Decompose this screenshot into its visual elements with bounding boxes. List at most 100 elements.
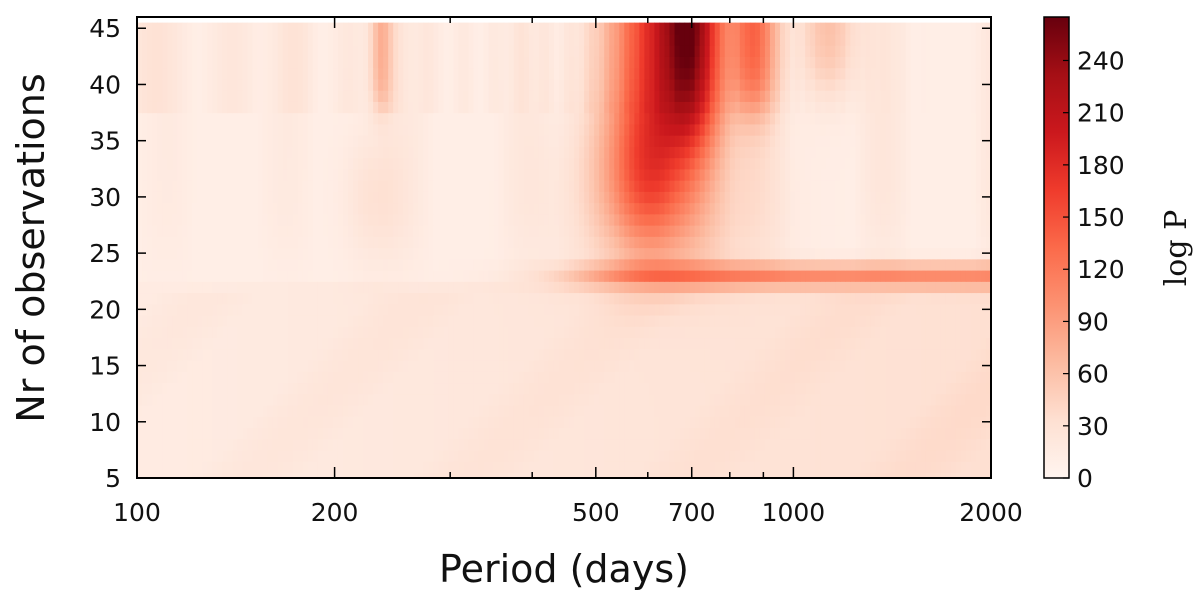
heat-cell xyxy=(774,281,781,294)
heat-cell xyxy=(754,191,761,204)
heat-cell xyxy=(182,461,188,473)
heat-cell xyxy=(569,157,575,170)
heat-cell xyxy=(860,404,867,417)
heat-cell xyxy=(368,180,374,192)
heat-cell xyxy=(523,427,530,440)
heat-cell xyxy=(780,382,786,395)
heat-cell xyxy=(272,449,279,462)
heat-cell xyxy=(945,314,952,327)
heat-cell xyxy=(202,416,208,428)
heat-cell xyxy=(508,191,515,204)
heat-cell xyxy=(920,191,927,204)
heat-cell xyxy=(845,269,851,282)
heat-cell xyxy=(523,416,530,428)
heat-cell xyxy=(719,247,726,260)
heat-cell xyxy=(418,382,424,395)
heat-cell xyxy=(830,213,836,226)
heat-cell xyxy=(574,168,580,181)
heat-cell xyxy=(935,168,942,181)
heat-cell xyxy=(985,236,991,249)
heat-cell xyxy=(503,359,510,372)
heat-cell xyxy=(629,404,635,417)
heat-cell xyxy=(242,416,249,428)
heat-cell xyxy=(900,438,907,451)
heat-cell xyxy=(267,359,274,372)
heat-cell xyxy=(830,393,836,406)
heat-cell xyxy=(624,416,630,428)
heat-cell xyxy=(453,168,460,181)
heat-cell xyxy=(785,461,791,473)
heat-cell xyxy=(332,225,339,237)
heat-cell xyxy=(237,461,244,473)
heat-cell xyxy=(855,449,861,462)
heat-cell xyxy=(659,303,666,316)
heat-cell xyxy=(975,348,982,361)
heat-cell xyxy=(237,438,244,451)
heat-cell xyxy=(679,258,686,271)
heat-cell xyxy=(443,269,450,282)
heat-cell xyxy=(528,191,535,204)
heat-cell xyxy=(785,337,791,350)
heat-cell xyxy=(614,461,620,473)
heat-cell xyxy=(363,416,369,428)
heat-cell xyxy=(880,438,887,451)
heat-cell xyxy=(850,180,856,192)
heat-cell xyxy=(749,382,756,395)
heat-cell xyxy=(373,326,379,339)
heat-cell xyxy=(870,427,877,440)
heat-cell xyxy=(950,225,957,237)
heat-cell xyxy=(564,461,570,473)
heat-cell xyxy=(875,225,882,237)
heat-cell xyxy=(488,359,495,372)
heat-cell xyxy=(965,258,972,271)
heat-cell xyxy=(885,427,892,440)
heat-cell xyxy=(764,191,771,204)
heat-cell xyxy=(880,326,887,339)
heat-cell xyxy=(970,449,977,462)
heat-cell xyxy=(830,348,836,361)
heat-cell xyxy=(518,292,525,305)
heat-cell xyxy=(137,427,143,440)
heat-cell xyxy=(664,225,671,237)
heat-cell xyxy=(508,269,515,282)
heat-cell xyxy=(147,438,153,451)
heat-cell xyxy=(433,180,440,192)
heat-cell xyxy=(237,292,244,305)
heat-cell xyxy=(950,371,957,384)
heat-cell xyxy=(322,269,329,282)
heat-cell xyxy=(257,168,264,181)
heat-cell xyxy=(734,404,741,417)
heat-cell xyxy=(724,314,731,327)
heat-cell xyxy=(870,168,877,181)
heat-cell xyxy=(820,258,826,271)
heat-cell xyxy=(965,359,972,372)
heat-cell xyxy=(533,337,540,350)
heat-cell xyxy=(353,371,359,384)
heat-cell xyxy=(639,438,645,451)
heat-cell xyxy=(980,472,987,478)
heat-cell xyxy=(292,438,299,451)
heat-cell xyxy=(147,236,153,249)
heat-cell xyxy=(383,157,389,170)
heat-cell xyxy=(423,157,429,170)
heat-cell xyxy=(780,427,786,440)
heat-cell xyxy=(689,258,696,271)
heat-cell xyxy=(764,461,771,473)
heat-cell xyxy=(790,213,796,226)
heat-cell xyxy=(654,303,661,316)
heat-cell xyxy=(167,258,173,271)
heat-cell xyxy=(569,202,575,215)
heat-cell xyxy=(558,292,565,305)
heat-cell xyxy=(960,416,967,428)
heat-cell xyxy=(257,180,264,192)
heat-cell xyxy=(543,359,550,372)
heat-cell xyxy=(790,180,796,192)
heat-cell xyxy=(463,258,470,271)
heat-cell xyxy=(940,269,947,282)
heat-cell xyxy=(368,449,374,462)
heat-cell xyxy=(835,337,841,350)
heat-cell xyxy=(408,146,414,159)
heat-cell xyxy=(558,371,565,384)
heat-cell xyxy=(739,225,746,237)
heat-cell xyxy=(187,202,193,215)
